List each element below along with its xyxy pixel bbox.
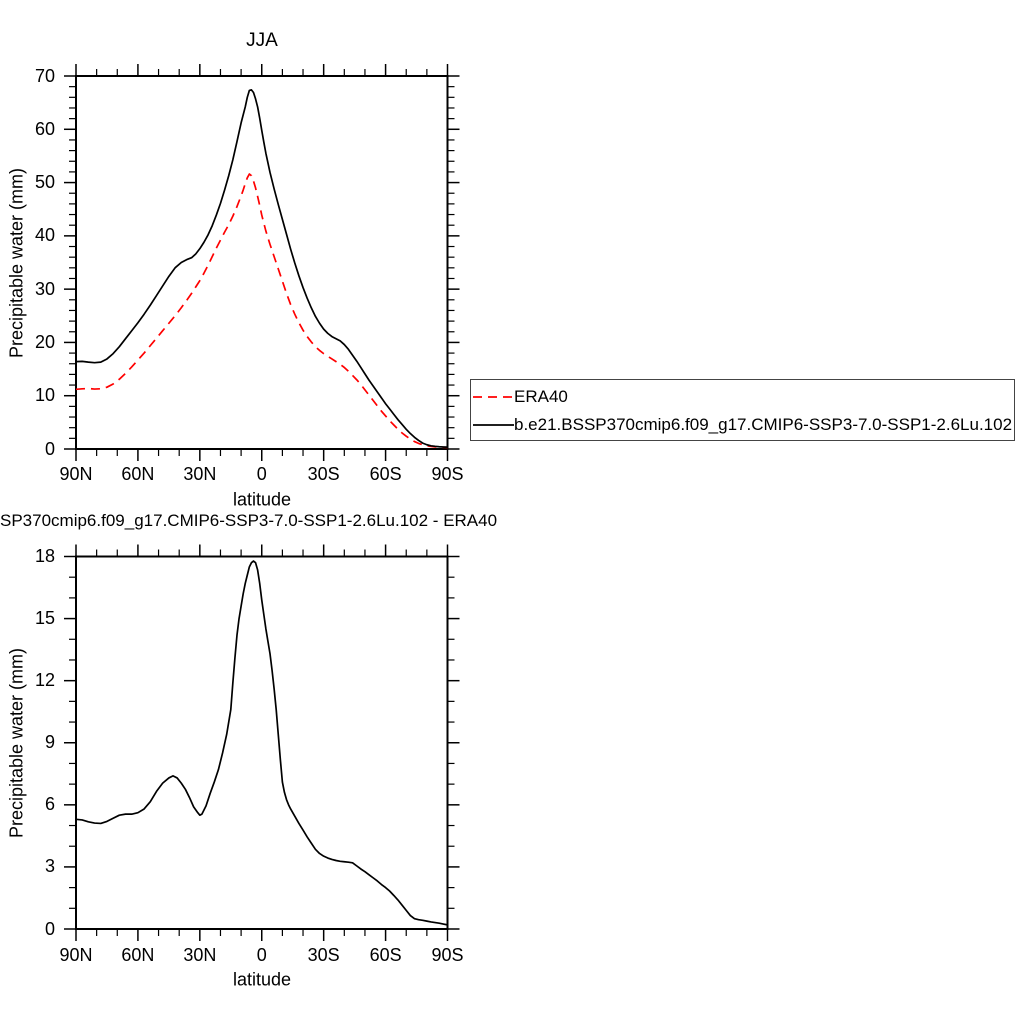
y-tick-label: 70 [34, 65, 55, 86]
legend-entry: ERA40 [472, 386, 568, 408]
series-b-e21-bssp370cmip6-f09-g17-cmip6-ssp3-7-0-ssp1-2-6lu-102 [75, 89, 448, 448]
y-tick-label: 18 [34, 546, 55, 566]
x-tick-label: 30S [307, 463, 340, 484]
jja-zonal-mean-plot [64, 64, 460, 461]
y-tick-label: 30 [34, 278, 55, 299]
x-tick-label: 60N [121, 463, 155, 484]
x-tick-label: 30S [307, 944, 340, 965]
top-chart-x-axis-label: latitude [232, 489, 292, 510]
series-era40 [75, 173, 448, 449]
x-tick-label: 0 [256, 944, 267, 965]
x-tick-label: 0 [256, 463, 267, 484]
top-chart-title: JJA [246, 30, 278, 51]
y-tick-label: 0 [44, 438, 55, 459]
y-tick-label: 15 [34, 608, 55, 629]
series-difference [75, 560, 448, 926]
y-tick-label: 60 [34, 118, 55, 139]
x-tick-label: 60S [369, 944, 402, 965]
bottom-chart-x-axis-label: latitude [232, 969, 292, 990]
x-tick-label: 90S [431, 463, 464, 484]
legend-box: ERA40 b.e21.BSSP370cmip6.f09_g17.CMIP6-SS… [470, 379, 1015, 441]
legend-entry: b.e21.BSSP370cmip6.f09_g17.CMIP6-SSP3-7.… [472, 414, 1012, 436]
plot-frame [75, 555, 449, 930]
y-tick-label: 12 [34, 670, 55, 691]
y-tick-label: 50 [34, 172, 55, 193]
x-tick-label: 90N [59, 944, 93, 965]
y-tick-label: 20 [34, 331, 55, 352]
x-tick-label: 30N [183, 944, 217, 965]
legend-entry-label: b.e21.BSSP370cmip6.f09_g17.CMIP6-SSP3-7.… [514, 414, 1013, 434]
y-tick-label: 0 [44, 918, 55, 939]
x-tick-label: 30N [183, 463, 217, 484]
legend-dashed-line-sample [473, 395, 514, 398]
y-tick-label: 6 [44, 794, 55, 815]
bottom-chart-title: SP370cmip6.f09_g17.CMIP6-SSP3-7.0-SSP1-2… [0, 511, 498, 530]
y-tick-label: 3 [44, 856, 55, 877]
x-tick-label: 60N [121, 944, 155, 965]
legend-solid-line-sample [473, 423, 514, 426]
x-tick-label: 90S [431, 944, 464, 965]
top-chart-y-axis-label: Precipitable water (mm) [6, 167, 27, 358]
y-tick-label: 9 [44, 732, 55, 753]
y-tick-label: 40 [34, 225, 55, 246]
x-tick-label: 90N [59, 463, 93, 484]
y-tick-label: 10 [34, 385, 55, 406]
x-tick-label: 60S [369, 463, 402, 484]
legend-entry-label: ERA40 [514, 386, 568, 406]
difference-plot [64, 544, 460, 941]
